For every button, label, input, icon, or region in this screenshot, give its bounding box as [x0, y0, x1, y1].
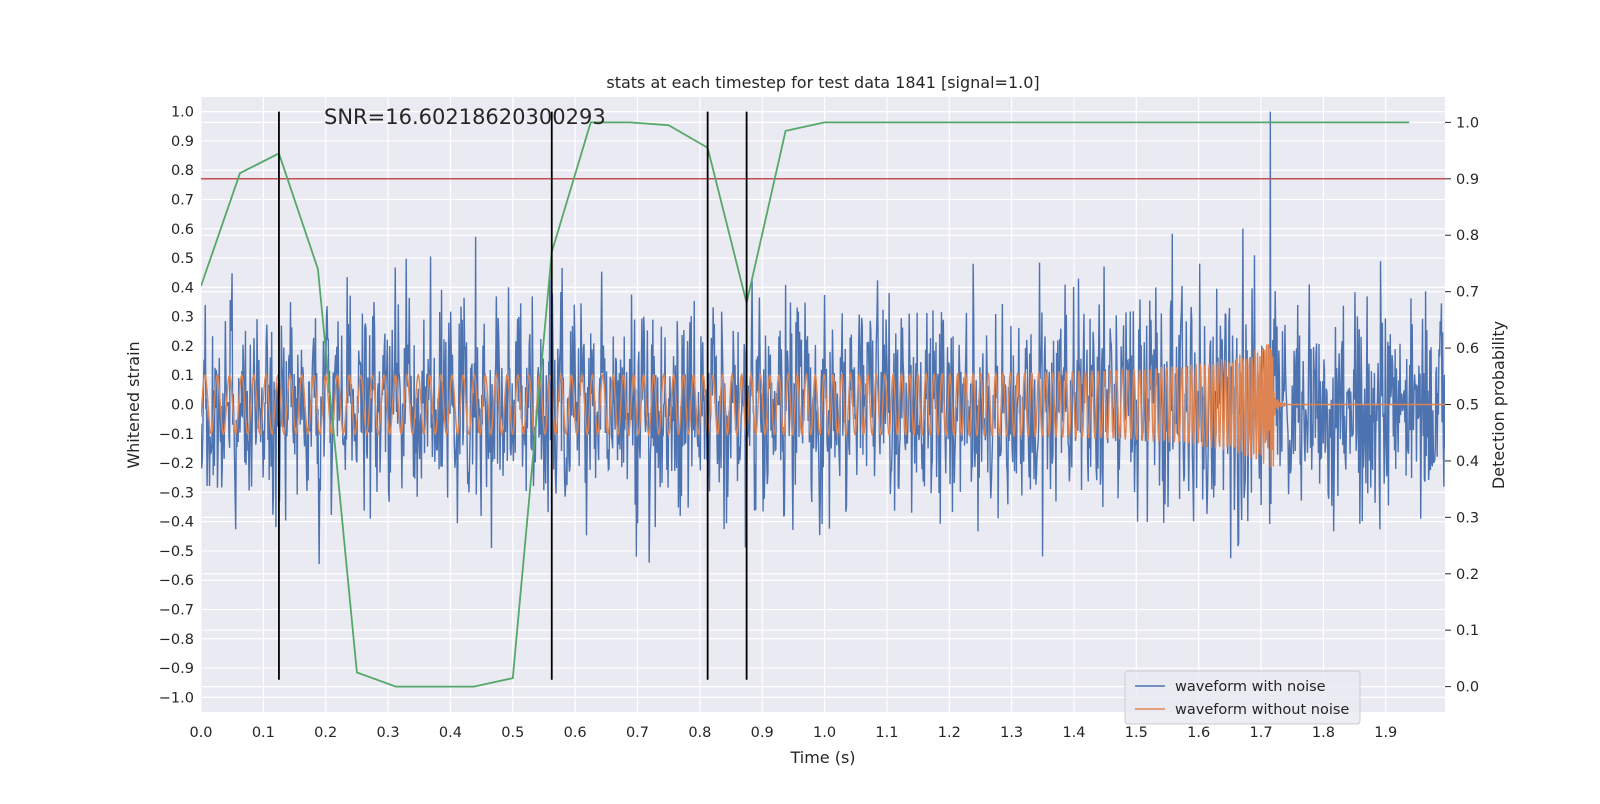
- y2-tick-label: 0.9: [1456, 172, 1479, 188]
- y-tick-label: −0.2: [159, 456, 194, 472]
- y-tick-label: 0.3: [171, 310, 194, 326]
- x-tick-label: 0.8: [688, 725, 711, 741]
- x-tick-label: 1.7: [1250, 725, 1273, 741]
- y2-tick-label: 0.0: [1456, 680, 1479, 696]
- y2-tick-label: 0.2: [1456, 567, 1479, 583]
- y-tick-label: −0.8: [159, 632, 194, 648]
- y2-tick-label: 0.5: [1456, 398, 1479, 414]
- x-tick-label: 0.9: [751, 725, 774, 741]
- y-tick-label: −1.0: [159, 690, 194, 706]
- y-axis-ticks: 1.0 0.9 0.8 0.7 0.6 0.5 0.4 0.3 0.2 0.1 0.0 −0.1 −0.…: [159, 105, 194, 707]
- legend: waveform with noise waveform without noi…: [1125, 671, 1360, 724]
- x-axis-ticks: 0.0 0.1 0.2 0.3 0.4 0.5 0.6 0.7 0.8 0.9 1.0 1.1 1.2 1…: [189, 725, 1397, 741]
- y-tick-label: 0.9: [171, 134, 194, 150]
- y-tick-label: 0.8: [171, 163, 194, 179]
- y-tick-label: −0.6: [159, 573, 194, 589]
- x-tick-label: 1.8: [1312, 725, 1335, 741]
- y2-axis-label: Detection probability: [1489, 321, 1508, 489]
- y-tick-label: −0.7: [159, 603, 194, 619]
- x-tick-label: 1.0: [813, 725, 836, 741]
- y-tick-label: 0.4: [171, 280, 194, 296]
- y-tick-label: 0.5: [171, 251, 194, 267]
- y-tick-label: −0.3: [159, 485, 194, 501]
- x-tick-label: 1.6: [1187, 725, 1210, 741]
- y2-tick-label: 0.8: [1456, 228, 1479, 244]
- x-tick-label: 1.5: [1125, 725, 1148, 741]
- y2-tick-label: 0.1: [1456, 623, 1479, 639]
- x-tick-label: 0.7: [626, 725, 649, 741]
- x-tick-label: 1.2: [938, 725, 961, 741]
- y-tick-label: 0.7: [171, 193, 194, 209]
- y-tick-label: 0.0: [171, 398, 194, 414]
- x-tick-label: 0.1: [252, 725, 275, 741]
- x-tick-label: 1.3: [1000, 725, 1023, 741]
- x-tick-label: 0.5: [501, 725, 524, 741]
- y-axis-label: Whitened strain: [124, 341, 143, 468]
- y-tick-label: 0.6: [171, 222, 194, 238]
- y2-tick-label: 0.4: [1456, 454, 1479, 470]
- y-tick-label: −0.4: [159, 515, 194, 531]
- x-axis-label: Time (s): [789, 748, 855, 767]
- snr-annotation: SNR=16.60218620300293: [324, 105, 606, 129]
- y-tick-label: 1.0: [171, 105, 194, 121]
- x-tick-label: 0.4: [439, 725, 462, 741]
- x-tick-label: 1.1: [875, 725, 898, 741]
- y2-axis-ticks: 1.0 0.9 0.8 0.7 0.6 0.5 0.4 0.3 0.2 0.1 0.0: [1445, 115, 1479, 695]
- y-tick-label: 0.2: [171, 339, 194, 355]
- y2-tick-label: 0.6: [1456, 341, 1479, 357]
- legend-label-waveform-without-noise: waveform without noise: [1175, 702, 1349, 718]
- y2-tick-label: 0.7: [1456, 285, 1479, 301]
- chart-title: stats at each timestep for test data 184…: [606, 73, 1039, 92]
- y-tick-label: −0.1: [159, 427, 194, 443]
- x-tick-label: 1.9: [1374, 725, 1397, 741]
- x-tick-label: 0.0: [189, 725, 212, 741]
- x-tick-label: 0.2: [314, 725, 337, 741]
- y2-tick-label: 1.0: [1456, 115, 1479, 131]
- legend-label-waveform-with-noise: waveform with noise: [1175, 679, 1326, 695]
- y-tick-label: −0.9: [159, 661, 194, 677]
- y-tick-label: 0.1: [171, 368, 194, 384]
- y-tick-label: −0.5: [159, 544, 194, 560]
- x-tick-label: 0.6: [564, 725, 587, 741]
- x-tick-label: 1.4: [1062, 725, 1085, 741]
- x-tick-label: 0.3: [377, 725, 400, 741]
- y2-tick-label: 0.3: [1456, 510, 1479, 526]
